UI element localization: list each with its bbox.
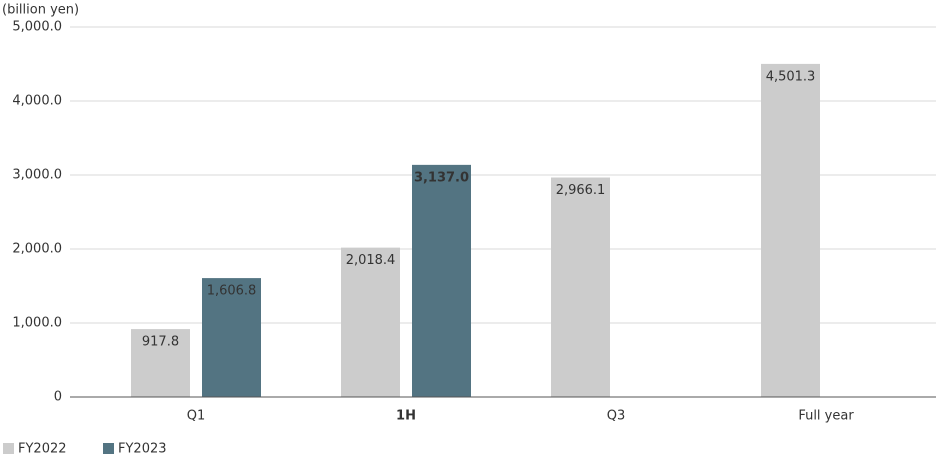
x-tick-label: Q3: [607, 409, 626, 424]
y-tick-label: 0: [54, 390, 62, 405]
y-tick-label: 4,000.0: [12, 94, 62, 109]
value-label: 4,501.3: [766, 69, 816, 84]
x-tick-label: Full year: [798, 409, 854, 424]
legend-swatch: [103, 443, 114, 454]
bar: [412, 164, 471, 397]
y-tick-label: 3,000.0: [12, 168, 62, 183]
bar: [761, 63, 820, 397]
bar: [202, 278, 261, 397]
legend-swatch: [3, 443, 14, 454]
value-label: 917.8: [142, 335, 179, 350]
legend-label: FY2022: [18, 442, 67, 456]
bar: [551, 177, 610, 397]
value-label: 1,606.8: [207, 284, 257, 299]
bar: [341, 247, 400, 397]
legend-label: FY2023: [118, 442, 167, 456]
x-tick-label: Q1: [187, 409, 206, 424]
x-tick-label: 1H: [396, 409, 416, 424]
y-tick-label: 1,000.0: [12, 316, 62, 331]
value-label: 2,018.4: [346, 253, 396, 268]
y-tick-label: 2,000.0: [12, 242, 62, 257]
y-tick-label: 5,000.0: [12, 20, 62, 35]
value-label: 2,966.1: [556, 183, 606, 198]
y-axis-label: (billion yen): [2, 3, 79, 18]
value-label: 3,137.0: [414, 170, 469, 185]
bar: [131, 329, 190, 397]
